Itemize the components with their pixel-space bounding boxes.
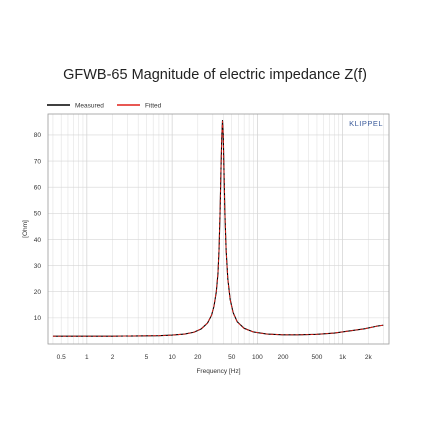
x-tick-label: 5 [145,354,149,361]
legend-label-measured: Measured [75,103,104,110]
y-axis-label: [Ohm] [22,220,29,238]
x-tick-label: 10 [169,354,177,361]
x-tick-label: 200 [278,354,289,361]
plot-frame [47,113,390,345]
legend-label-fitted: Fitted [145,103,162,110]
legend: Measured Fitted [47,103,162,110]
y-tick-labels: 10 20 30 40 50 60 70 80 [34,132,42,322]
x-tick-label: 50 [228,354,236,361]
series-layer [52,119,384,337]
x-tick-label: 0.5 [57,354,66,361]
x-tick-label: 2k [365,354,373,361]
y-tick-label: 60 [34,184,42,191]
grid [48,114,389,344]
y-tick-label: 30 [34,263,42,270]
x-tick-label: 1k [339,354,347,361]
chart-title: GFWB-65 Magnitude of electric impedance … [63,67,367,83]
x-tick-labels: 0.5 1 2 5 10 20 50 100 200 500 1k 2k [57,354,373,361]
y-tick-label: 80 [34,132,42,139]
series-line-fitted [52,120,384,337]
x-tick-label: 500 [312,354,323,361]
series-line-measured [52,119,384,337]
x-tick-label: 2 [111,354,115,361]
y-tick-label: 50 [34,211,42,218]
y-tick-label: 70 [34,158,42,165]
x-tick-label: 100 [252,354,263,361]
y-tick-label: 10 [34,315,42,322]
x-axis-label: Frequency [Hz] [196,368,240,375]
y-tick-label: 40 [34,237,42,244]
x-tick-label: 1 [85,354,89,361]
x-tick-label: 20 [194,354,202,361]
brand-label: KLIPPEL [349,119,383,128]
y-tick-label: 20 [34,289,42,296]
